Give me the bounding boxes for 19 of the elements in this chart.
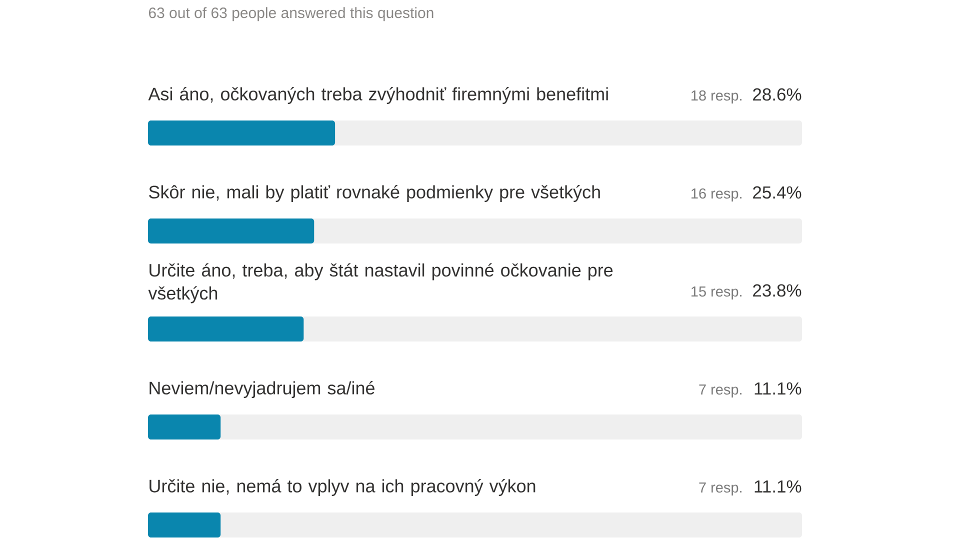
- annotation: 16 resp.: [692, 188, 742, 202]
- annotation: 18 resp.: [692, 90, 742, 104]
- bar: [148, 414, 221, 440]
- chart-subtitle: 63 out of 63 people answered this question: [148, 7, 434, 22]
- annotation: 7 resp.: [699, 384, 742, 398]
- y-tick-label: Určite nie, nemá to vplyv na ich pracovný výkon: [150, 479, 536, 496]
- data-label: 28.6%: [753, 88, 802, 101]
- data-label: 11.1%: [754, 382, 802, 395]
- data-label: 11.1%: [754, 480, 802, 493]
- data-label: 25.4%: [753, 186, 802, 199]
- bar: [148, 316, 304, 342]
- bar: [148, 512, 221, 538]
- y-tick-label: Neviem/nevyjadrujem sa/iné: [150, 381, 374, 398]
- annotation: 7 resp.: [699, 482, 742, 496]
- y-tick-label: Skôr nie, mali by platiť rovnaké podmienky pre všetkých: [149, 185, 600, 202]
- y-tick-label: Určite áno, treba, aby štát nastavil povinné očkovanie pre všetkých: [148, 263, 613, 304]
- y-tick-label: Asi áno, očkovaných treba zvýhodniť firemnými benefitmi: [148, 87, 608, 104]
- data-label: 23.8%: [753, 284, 802, 297]
- annotation: 15 resp.: [692, 286, 742, 300]
